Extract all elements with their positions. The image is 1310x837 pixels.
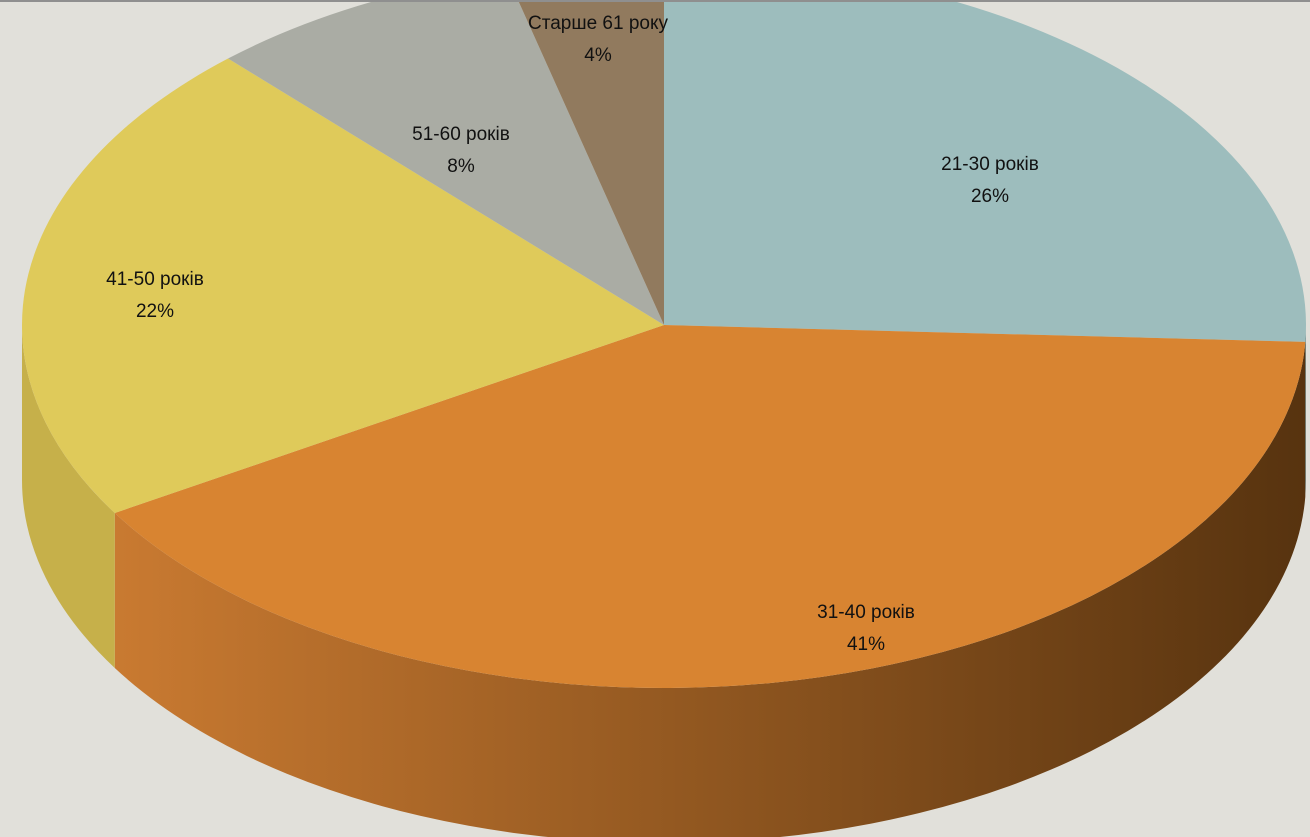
pie-side-2: [114, 341, 1306, 837]
slice-value-label-3: 22%: [136, 301, 174, 322]
slice-label-2: 31-40 років: [817, 602, 915, 623]
slice-value-label-4: 8%: [447, 156, 475, 177]
slice-label-4: 51-60 років: [412, 124, 510, 145]
pie-side-3: [21, 325, 115, 668]
pie-slice-3: [22, 58, 665, 513]
pie-slice-2: [114, 325, 1306, 688]
pie-slice-5: [518, 2, 664, 325]
pie-label-layer: 21-30 років 26% 31-40 років 41% 41-50 років 2…: [106, 13, 1039, 655]
pie-top-layer: [22, 2, 1306, 688]
pie-side-1: [1305, 325, 1306, 497]
pie-side-layer: [21, 325, 1306, 837]
slice-value-label-2: 41%: [847, 634, 885, 655]
slice-value-label-5: 4%: [584, 45, 612, 66]
pie-slice-4: [228, 2, 664, 325]
slice-label-1: 21-30 років: [941, 154, 1039, 175]
slice-label-3: 41-50 років: [106, 269, 204, 290]
slice-label-5: Старше 61 року: [528, 13, 669, 34]
slice-value-label-1: 26%: [971, 186, 1009, 207]
pie-slice-1: [664, 2, 1306, 342]
